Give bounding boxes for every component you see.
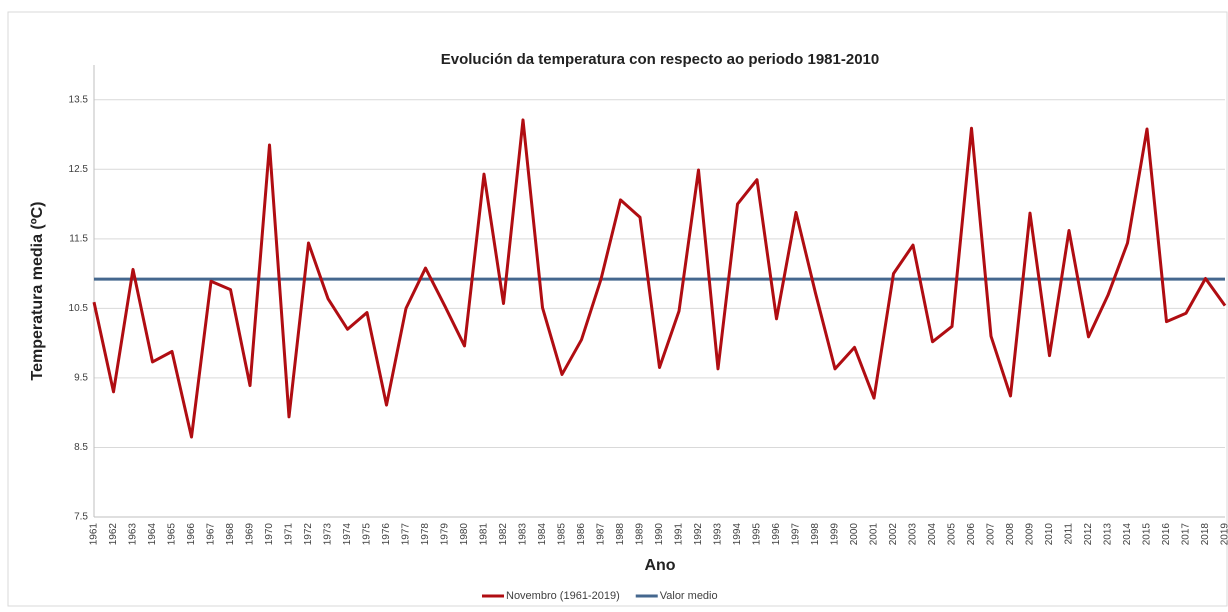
x-tick-label: 1971 [284, 523, 295, 546]
y-tick-label: 7.5 [74, 512, 88, 523]
x-tick-label: 1965 [167, 523, 178, 546]
x-tick-label: 1997 [791, 523, 802, 546]
x-axis-title: Ano [644, 557, 675, 574]
x-tick-label: 1966 [186, 523, 197, 546]
x-tick-label: 1999 [830, 523, 841, 546]
x-tick-label: 1988 [615, 523, 626, 546]
x-tick-label: 2009 [1025, 523, 1036, 546]
x-tick-label: 2001 [869, 523, 880, 546]
x-tick-label: 1993 [713, 523, 724, 546]
x-tick-label: 2016 [1161, 523, 1172, 546]
x-tick-label: 1974 [342, 523, 353, 546]
x-tick-label: 2007 [986, 523, 997, 546]
x-tick-label: 1979 [440, 523, 451, 546]
x-tick-label: 1983 [518, 523, 529, 546]
x-tick-label: 1987 [596, 523, 607, 546]
x-tick-label: 2010 [1044, 523, 1055, 546]
x-tick-label: 2012 [1083, 523, 1094, 546]
x-tick-label: 1977 [401, 523, 412, 546]
y-tick-label: 9.5 [74, 373, 88, 384]
x-tick-label: 1998 [810, 523, 821, 546]
y-tick-label: 12.5 [69, 164, 89, 175]
x-tick-label: 1995 [752, 523, 763, 546]
x-tick-label: 1961 [89, 523, 100, 546]
x-tick-label: 1967 [206, 523, 217, 546]
legend-label: Valor medio [660, 590, 718, 602]
x-tick-label: 2014 [1122, 523, 1133, 546]
x-tick-label: 1968 [225, 523, 236, 546]
x-tick-label: 1985 [557, 523, 568, 546]
x-tick-label: 1980 [459, 523, 470, 546]
x-tick-label: 2015 [1142, 523, 1153, 546]
x-tick-label: 1964 [147, 523, 158, 546]
x-tick-label: 2002 [888, 523, 899, 546]
x-tick-label: 2013 [1103, 523, 1114, 546]
y-axis-title: Temperatura media (ºC) [29, 202, 46, 381]
chart-title: Evolución da temperatura con respecto ao… [441, 51, 879, 68]
y-tick-label: 10.5 [69, 303, 89, 314]
series-line [92, 118, 1227, 439]
x-tick-label: 2005 [947, 523, 958, 546]
x-tick-label: 1989 [635, 523, 646, 546]
x-tick-label: 2008 [1005, 523, 1016, 546]
x-tick-label: 1982 [498, 523, 509, 546]
x-tick-label: 1991 [674, 523, 685, 546]
x-tick-label: 1986 [576, 523, 587, 546]
x-tick-label: 1973 [323, 523, 334, 546]
legend-label: Novembro (1961-2019) [506, 590, 620, 602]
x-tick-label: 1990 [654, 523, 665, 546]
x-tick-label: 1975 [362, 523, 373, 546]
x-tick-label: 1994 [732, 523, 743, 546]
x-tick-label: 2018 [1200, 523, 1211, 546]
x-tick-label: 1962 [108, 523, 119, 546]
x-tick-label: 1970 [264, 523, 275, 546]
x-tick-label: 2000 [849, 523, 860, 546]
x-tick-label: 2004 [927, 523, 938, 546]
x-tick-label: 1963 [128, 523, 139, 546]
x-tick-label: 1976 [381, 523, 392, 546]
y-tick-label: 13.5 [69, 94, 89, 105]
x-tick-label: 1996 [771, 523, 782, 546]
x-tick-label: 2006 [966, 523, 977, 546]
x-tick-label: 1984 [537, 523, 548, 546]
x-tick-label: 2011 [1064, 523, 1075, 545]
y-tick-label: 11.5 [69, 233, 88, 244]
x-tick-label: 2017 [1181, 523, 1192, 546]
x-tick-label: 1972 [303, 523, 314, 546]
chart-border [7, 11, 1228, 607]
x-tick-label: 1992 [693, 523, 704, 546]
x-tick-label: 1969 [245, 523, 256, 546]
x-tick-label: 2003 [908, 523, 919, 546]
x-tick-label: 1978 [420, 523, 431, 546]
y-tick-label: 8.5 [74, 442, 88, 453]
x-tick-label: 2019 [1220, 523, 1228, 546]
x-tick-label: 1981 [479, 523, 490, 546]
